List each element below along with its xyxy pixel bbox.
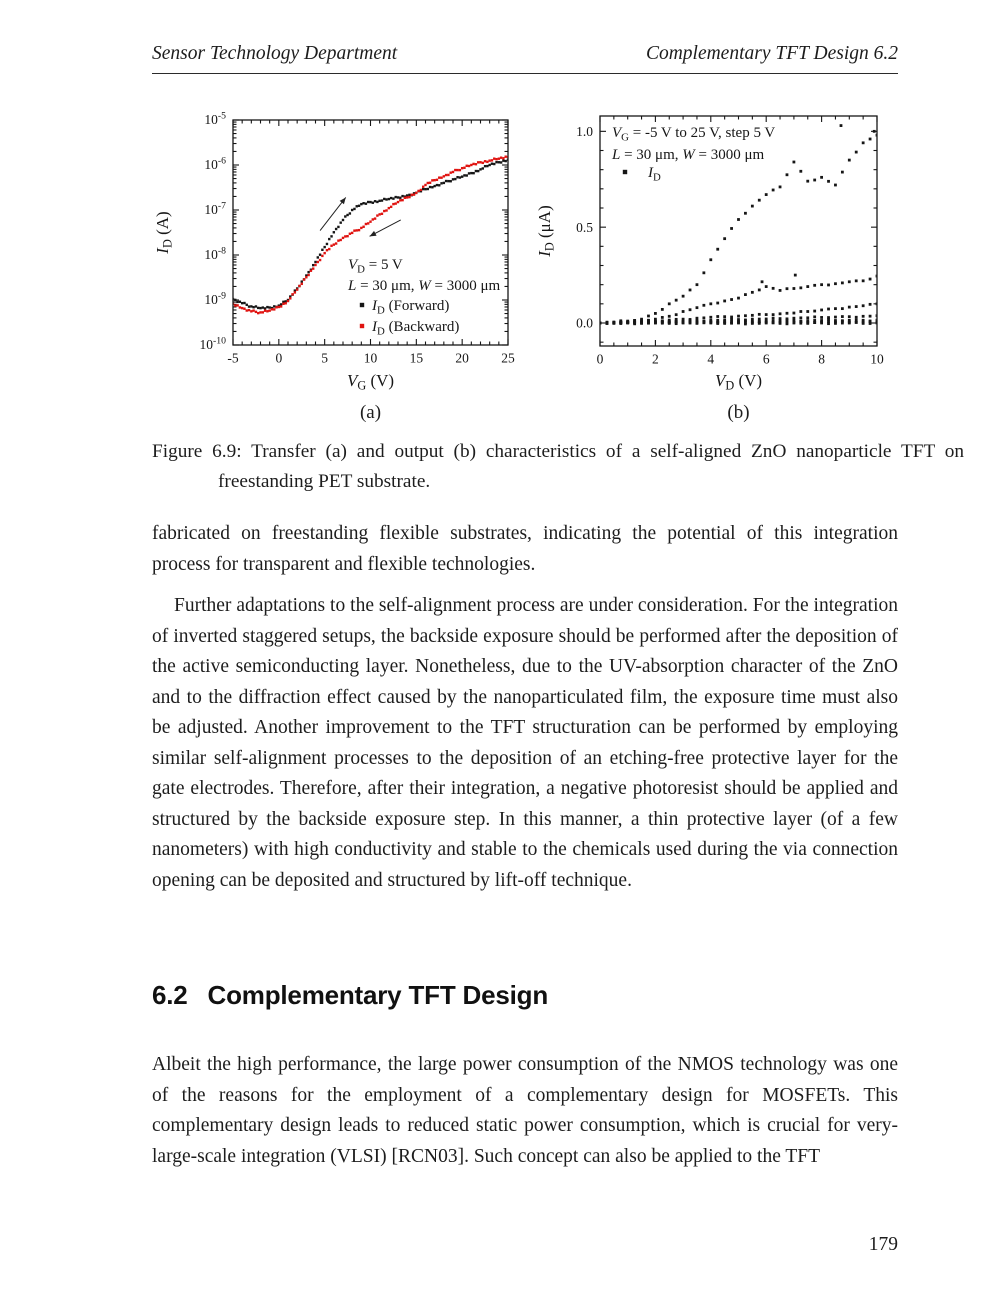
svg-text:-5: -5 — [227, 351, 238, 366]
figure-6-9: -5 0 5 10 15 20 25 10-10 10-9 10-8 10-7 10-6 10-5 VG … — [0, 96, 1000, 432]
svg-text:ID (Backward): ID (Backward) — [371, 319, 459, 337]
svg-text:0: 0 — [275, 351, 282, 366]
svg-text:0.0: 0.0 — [576, 316, 593, 331]
svg-text:ID (Forward): ID (Forward) — [371, 298, 449, 316]
svg-text:15: 15 — [410, 351, 424, 366]
svg-text:6: 6 — [763, 352, 770, 367]
svg-text:1.0: 1.0 — [576, 124, 593, 139]
svg-text:5: 5 — [321, 351, 328, 366]
svg-text:20: 20 — [455, 351, 469, 366]
svg-text:10-10: 10-10 — [200, 335, 227, 352]
svg-text:VG (V): VG (V) — [347, 371, 394, 393]
figure-caption-label: Figure 6.9: — [152, 441, 242, 462]
svg-text:10: 10 — [870, 352, 884, 367]
svg-text:VD = 5 V: VD = 5 V — [348, 257, 403, 275]
svg-text:10-8: 10-8 — [204, 245, 226, 262]
transfer-characteristics-chart: -5 0 5 10 15 20 25 10-10 10-9 10-8 10-7 10-6 10-5 VG … — [152, 96, 537, 396]
svg-text:L = 30 μm, W = 3000 μm: L = 30 μm, W = 3000 μm — [611, 147, 765, 163]
page-header: Sensor Technology Department Complementa… — [152, 42, 898, 74]
svg-text:10-7: 10-7 — [204, 200, 226, 217]
page-number: 179 — [868, 1234, 898, 1255]
figure-caption: Figure 6.9: Transfer (a) and output (b) … — [152, 437, 964, 497]
svg-text:4: 4 — [707, 352, 714, 367]
subfigure-label-a: (a) — [359, 402, 382, 423]
svg-text:VD (V): VD (V) — [715, 371, 762, 393]
subfigure-label-b: (b) — [727, 402, 750, 423]
figure-caption-text: Transfer (a) and output (b) characterist… — [218, 441, 964, 492]
svg-text:ID: ID — [647, 165, 661, 183]
svg-text:L = 30 μm, W = 3000 μm: L = 30 μm, W = 3000 μm — [347, 278, 501, 294]
svg-text:10-5: 10-5 — [204, 110, 226, 127]
section-number: 6.2 — [152, 980, 188, 1010]
svg-text:10-6: 10-6 — [204, 155, 226, 172]
svg-text:0.5: 0.5 — [576, 220, 593, 235]
svg-text:2: 2 — [652, 352, 659, 367]
svg-text:0: 0 — [597, 352, 604, 367]
svg-text:VG = -5 V to 25 V, step 5 V: VG = -5 V to 25 V, step 5 V — [612, 125, 775, 143]
header-left-title: Sensor Technology Department — [152, 43, 398, 64]
paragraph-1: fabricated on freestanding flexible subs… — [152, 523, 898, 575]
svg-text:ID (μA): ID (μA) — [535, 205, 557, 257]
header-right-title: Complementary TFT Design 6.2 — [645, 43, 898, 64]
paragraph-3: Albeit the high performance, the large p… — [152, 1054, 898, 1167]
svg-text:10: 10 — [364, 351, 378, 366]
svg-text:10-9: 10-9 — [204, 290, 226, 307]
svg-text:8: 8 — [818, 352, 825, 367]
section-heading: 6.2 Complementary TFT Design — [152, 980, 898, 1010]
paragraph-2: Further adaptations to the self-alignmen… — [152, 595, 898, 891]
svg-text:25: 25 — [501, 351, 515, 366]
output-characteristics-chart: 0 2 4 6 8 10 0.0 0.5 1.0 VD (V) ID (μA) VG = -5 V t… — [530, 96, 915, 396]
svg-text:ID (A): ID (A) — [153, 211, 175, 254]
section-title: Complementary TFT Design — [207, 980, 549, 1010]
